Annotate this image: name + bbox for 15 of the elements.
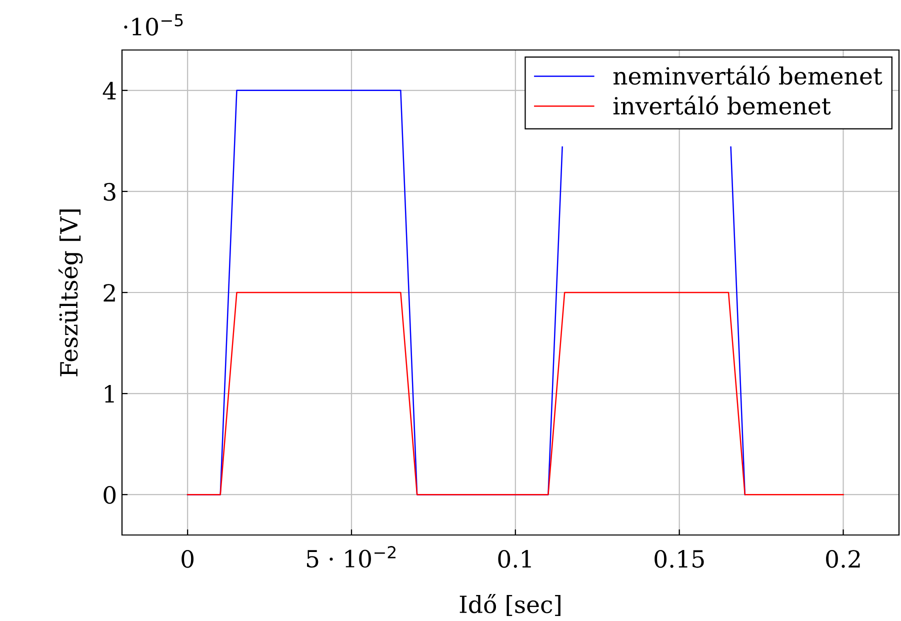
x-tick-label: 0.2: [826, 550, 860, 568]
y-tick-label: 2: [104, 284, 115, 302]
legend-label: invertáló bemenet: [613, 96, 831, 115]
x-tick-label: 0: [182, 550, 194, 568]
x-axis-title: Idő [sec]: [460, 594, 560, 616]
y-tick-label: 3: [104, 182, 116, 201]
text: ·10$^{−5}$: [124, 14, 183, 36]
x-tick-label: 5 · 10$^{−2}$: [306, 546, 396, 568]
y-tick-label: 0: [104, 486, 116, 504]
y-axis-title: Feszültség [V]: [58, 210, 83, 376]
y-tick-label: 1: [105, 384, 114, 403]
legend-label: neminvertáló bemenet: [613, 66, 882, 85]
x-tick-label: 0.15: [654, 550, 704, 568]
y-tick-label: 4: [102, 82, 116, 100]
x-tick-label: 0.1: [498, 550, 531, 568]
